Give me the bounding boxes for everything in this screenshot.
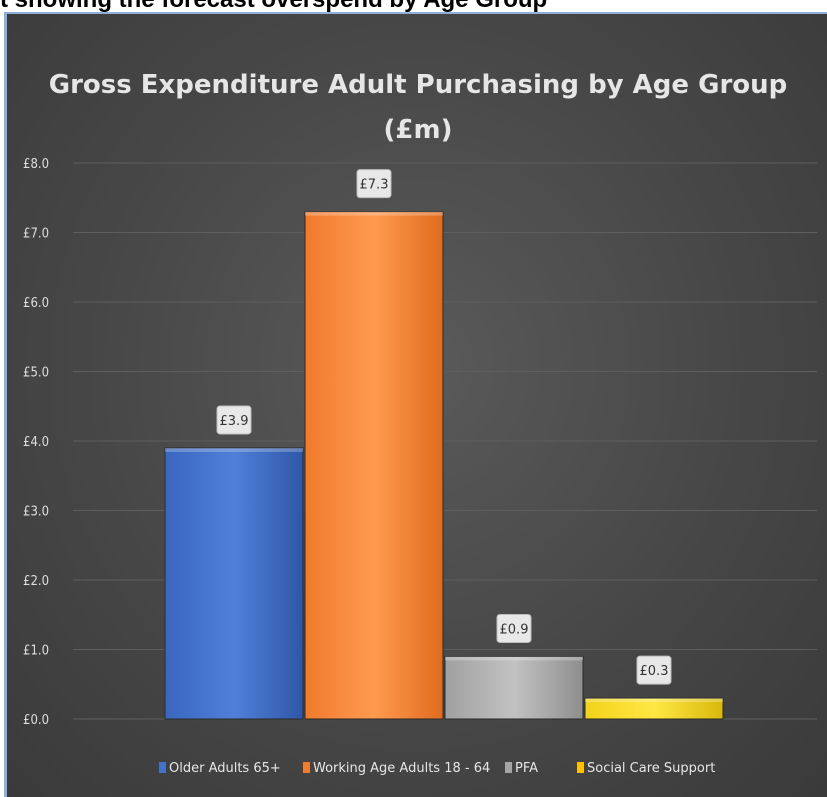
legend-entry: Working Age Adults 18 - 64: [313, 761, 490, 776]
y-tick-label: £5.0: [23, 366, 49, 381]
document-heading: t showing the forecast overspend by Age …: [0, 0, 827, 13]
bar-bevel: [305, 211, 443, 216]
bar-bevel: [165, 447, 303, 452]
y-tick-label: £6.0: [23, 296, 49, 311]
y-tick-label: £0.0: [23, 713, 49, 728]
bar-chart: Gross Expenditure Adult Purchasing by Ag…: [23, 70, 817, 776]
data-label: £7.3: [360, 178, 389, 193]
bar-working-age-adults-18-64: [304, 211, 444, 720]
chart-title-line2: (£m): [384, 115, 453, 145]
y-tick-label: £4.0: [23, 435, 49, 450]
data-label: £0.3: [640, 664, 669, 679]
legend-entry: PFA: [515, 761, 538, 776]
y-tick-label: £1.0: [23, 644, 49, 659]
data-label-box: [356, 169, 392, 199]
chart-area: Gross Expenditure Adult Purchasing by Ag…: [4, 12, 827, 797]
bar-pfa: [444, 655, 584, 720]
data-label-box: [636, 655, 672, 685]
legend-swatch: [303, 762, 310, 773]
data-label: £3.9: [220, 414, 249, 429]
data-label-box: [496, 613, 532, 643]
bar-bevel: [585, 698, 723, 703]
bar-older-adults-65: [164, 447, 304, 720]
y-tick-label: £3.0: [23, 505, 49, 520]
y-tick-label: £8.0: [23, 157, 49, 172]
bar-social-care-support: [584, 697, 724, 720]
legend-swatch: [505, 762, 512, 773]
bar-bevel: [445, 656, 583, 661]
data-label: £0.9: [500, 622, 529, 637]
y-tick-label: £7.0: [23, 227, 49, 242]
legend-swatch: [577, 762, 584, 773]
y-tick-label: £2.0: [23, 574, 49, 589]
data-label-box: [216, 405, 252, 435]
legend-entry: Older Adults 65+: [169, 761, 281, 776]
legend-entry: Social Care Support: [587, 761, 715, 776]
legend-swatch: [159, 762, 166, 773]
chart-title-line1: Gross Expenditure Adult Purchasing by Ag…: [49, 70, 788, 100]
